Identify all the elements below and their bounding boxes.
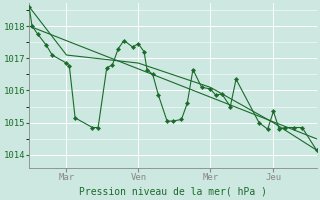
X-axis label: Pression niveau de la mer( hPa ): Pression niveau de la mer( hPa ) (79, 187, 267, 197)
